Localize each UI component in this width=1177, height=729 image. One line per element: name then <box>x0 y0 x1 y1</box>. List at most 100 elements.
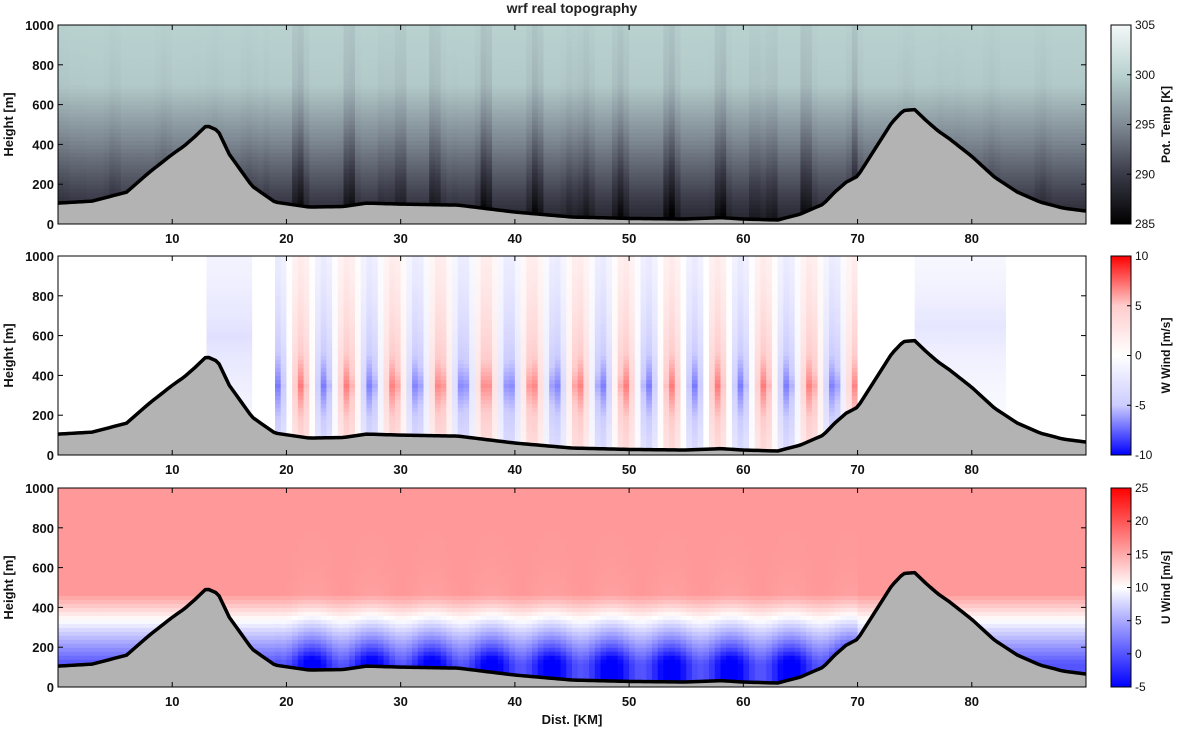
heatmap-cell <box>383 144 390 149</box>
heatmap-cell <box>572 92 579 98</box>
heatmap-cell <box>223 136 230 142</box>
heatmap-cell <box>58 104 65 110</box>
heatmap-cell <box>195 56 202 62</box>
heatmap-cell <box>63 44 71 50</box>
heatmap-cell <box>394 96 402 102</box>
heatmap-cell <box>406 168 413 173</box>
heatmap-cell <box>103 172 110 177</box>
heatmap-cell <box>315 200 322 205</box>
heatmap-cell <box>526 148 533 153</box>
heatmap-cell <box>497 92 505 98</box>
heatmap-cell <box>275 140 282 145</box>
heatmap-cell <box>600 40 607 46</box>
heatmap-cell <box>269 164 276 169</box>
heatmap-cell <box>583 88 590 94</box>
heatmap-cell <box>520 112 527 118</box>
heatmap-cell <box>509 112 516 118</box>
heatmap-cell <box>223 96 230 102</box>
heatmap-cell <box>120 136 128 142</box>
heatmap-cell <box>354 84 362 90</box>
heatmap-cell <box>183 48 190 54</box>
heatmap-cell <box>520 56 527 62</box>
heatmap-cell <box>377 112 385 118</box>
heatmap-cell <box>292 40 299 46</box>
heatmap-cell <box>412 84 419 90</box>
heatmap-cell <box>372 152 379 157</box>
heatmap-cell <box>223 52 230 58</box>
heatmap-cell <box>560 72 567 78</box>
heatmap-cell <box>206 28 213 34</box>
heatmap-cell <box>252 32 259 38</box>
heatmap-cell <box>572 168 579 173</box>
heatmap-cell <box>623 188 630 193</box>
heatmap-cell <box>623 132 630 138</box>
heatmap-cell <box>566 120 573 126</box>
heatmap-cell <box>577 25 585 30</box>
heatmap-cell <box>589 40 596 46</box>
heatmap-cell <box>606 68 613 74</box>
heatmap-cell <box>446 176 453 181</box>
heatmap-cell <box>486 152 493 157</box>
heatmap-cell <box>280 176 288 181</box>
heatmap-cell <box>434 132 442 138</box>
heatmap-cell <box>492 44 499 50</box>
heatmap-cell <box>412 160 419 165</box>
heatmap-cell <box>332 76 339 82</box>
heatmap-cell <box>240 25 248 30</box>
heatmap-cell <box>286 172 293 177</box>
heatmap-cell <box>526 136 533 142</box>
heatmap-cell <box>457 152 465 157</box>
heatmap-cell <box>429 108 436 114</box>
heatmap-cell <box>480 148 487 153</box>
heatmap-cell <box>474 112 482 118</box>
heatmap-cell <box>366 36 373 42</box>
heatmap-cell <box>520 104 527 110</box>
heatmap-cell <box>172 60 179 66</box>
heatmap-cell <box>423 25 430 30</box>
heatmap-cell <box>492 56 499 62</box>
heatmap-cell <box>309 108 316 114</box>
heatmap-cell <box>537 84 545 90</box>
heatmap-cell <box>554 84 562 90</box>
heatmap-cell <box>257 168 265 173</box>
heatmap-cell <box>69 148 76 153</box>
heatmap-cell <box>160 48 168 54</box>
heatmap-cell <box>257 172 265 177</box>
heatmap-cell <box>183 136 190 142</box>
heatmap-cell <box>600 188 607 193</box>
heatmap-cell <box>366 156 373 161</box>
heatmap-cell <box>463 168 470 173</box>
heatmap-cell <box>366 168 373 173</box>
heatmap-cell <box>315 180 322 185</box>
heatmap-cell <box>263 168 270 173</box>
heatmap-cell <box>532 68 539 74</box>
heatmap-cell <box>309 136 316 142</box>
heatmap-cell <box>474 25 482 30</box>
heatmap-cell <box>400 192 407 197</box>
heatmap-cell <box>303 52 310 58</box>
heatmap-cell <box>372 164 379 169</box>
heatmap-cell <box>589 140 596 145</box>
heatmap-cell <box>103 124 110 130</box>
heatmap-cell <box>58 68 65 74</box>
heatmap-cell <box>69 116 76 122</box>
heatmap-cell <box>446 104 453 110</box>
heatmap-cell <box>560 144 567 149</box>
heatmap-cell <box>589 124 596 130</box>
heatmap-cell <box>160 132 168 138</box>
heatmap-cell <box>457 188 465 193</box>
heatmap-cell <box>509 196 516 201</box>
heatmap-cell <box>309 168 316 173</box>
heatmap-cell <box>377 28 385 34</box>
heatmap-cell <box>434 40 442 46</box>
heatmap-cell <box>252 68 259 74</box>
heatmap-cell <box>589 168 596 173</box>
heatmap-cell <box>429 76 436 82</box>
heatmap-cell <box>257 56 265 62</box>
heatmap-cell <box>349 76 356 82</box>
heatmap-cell <box>172 116 179 122</box>
heatmap-cell <box>303 136 310 142</box>
heatmap-cell <box>155 40 162 46</box>
heatmap-cell <box>611 52 619 58</box>
heatmap-cell <box>452 108 459 114</box>
